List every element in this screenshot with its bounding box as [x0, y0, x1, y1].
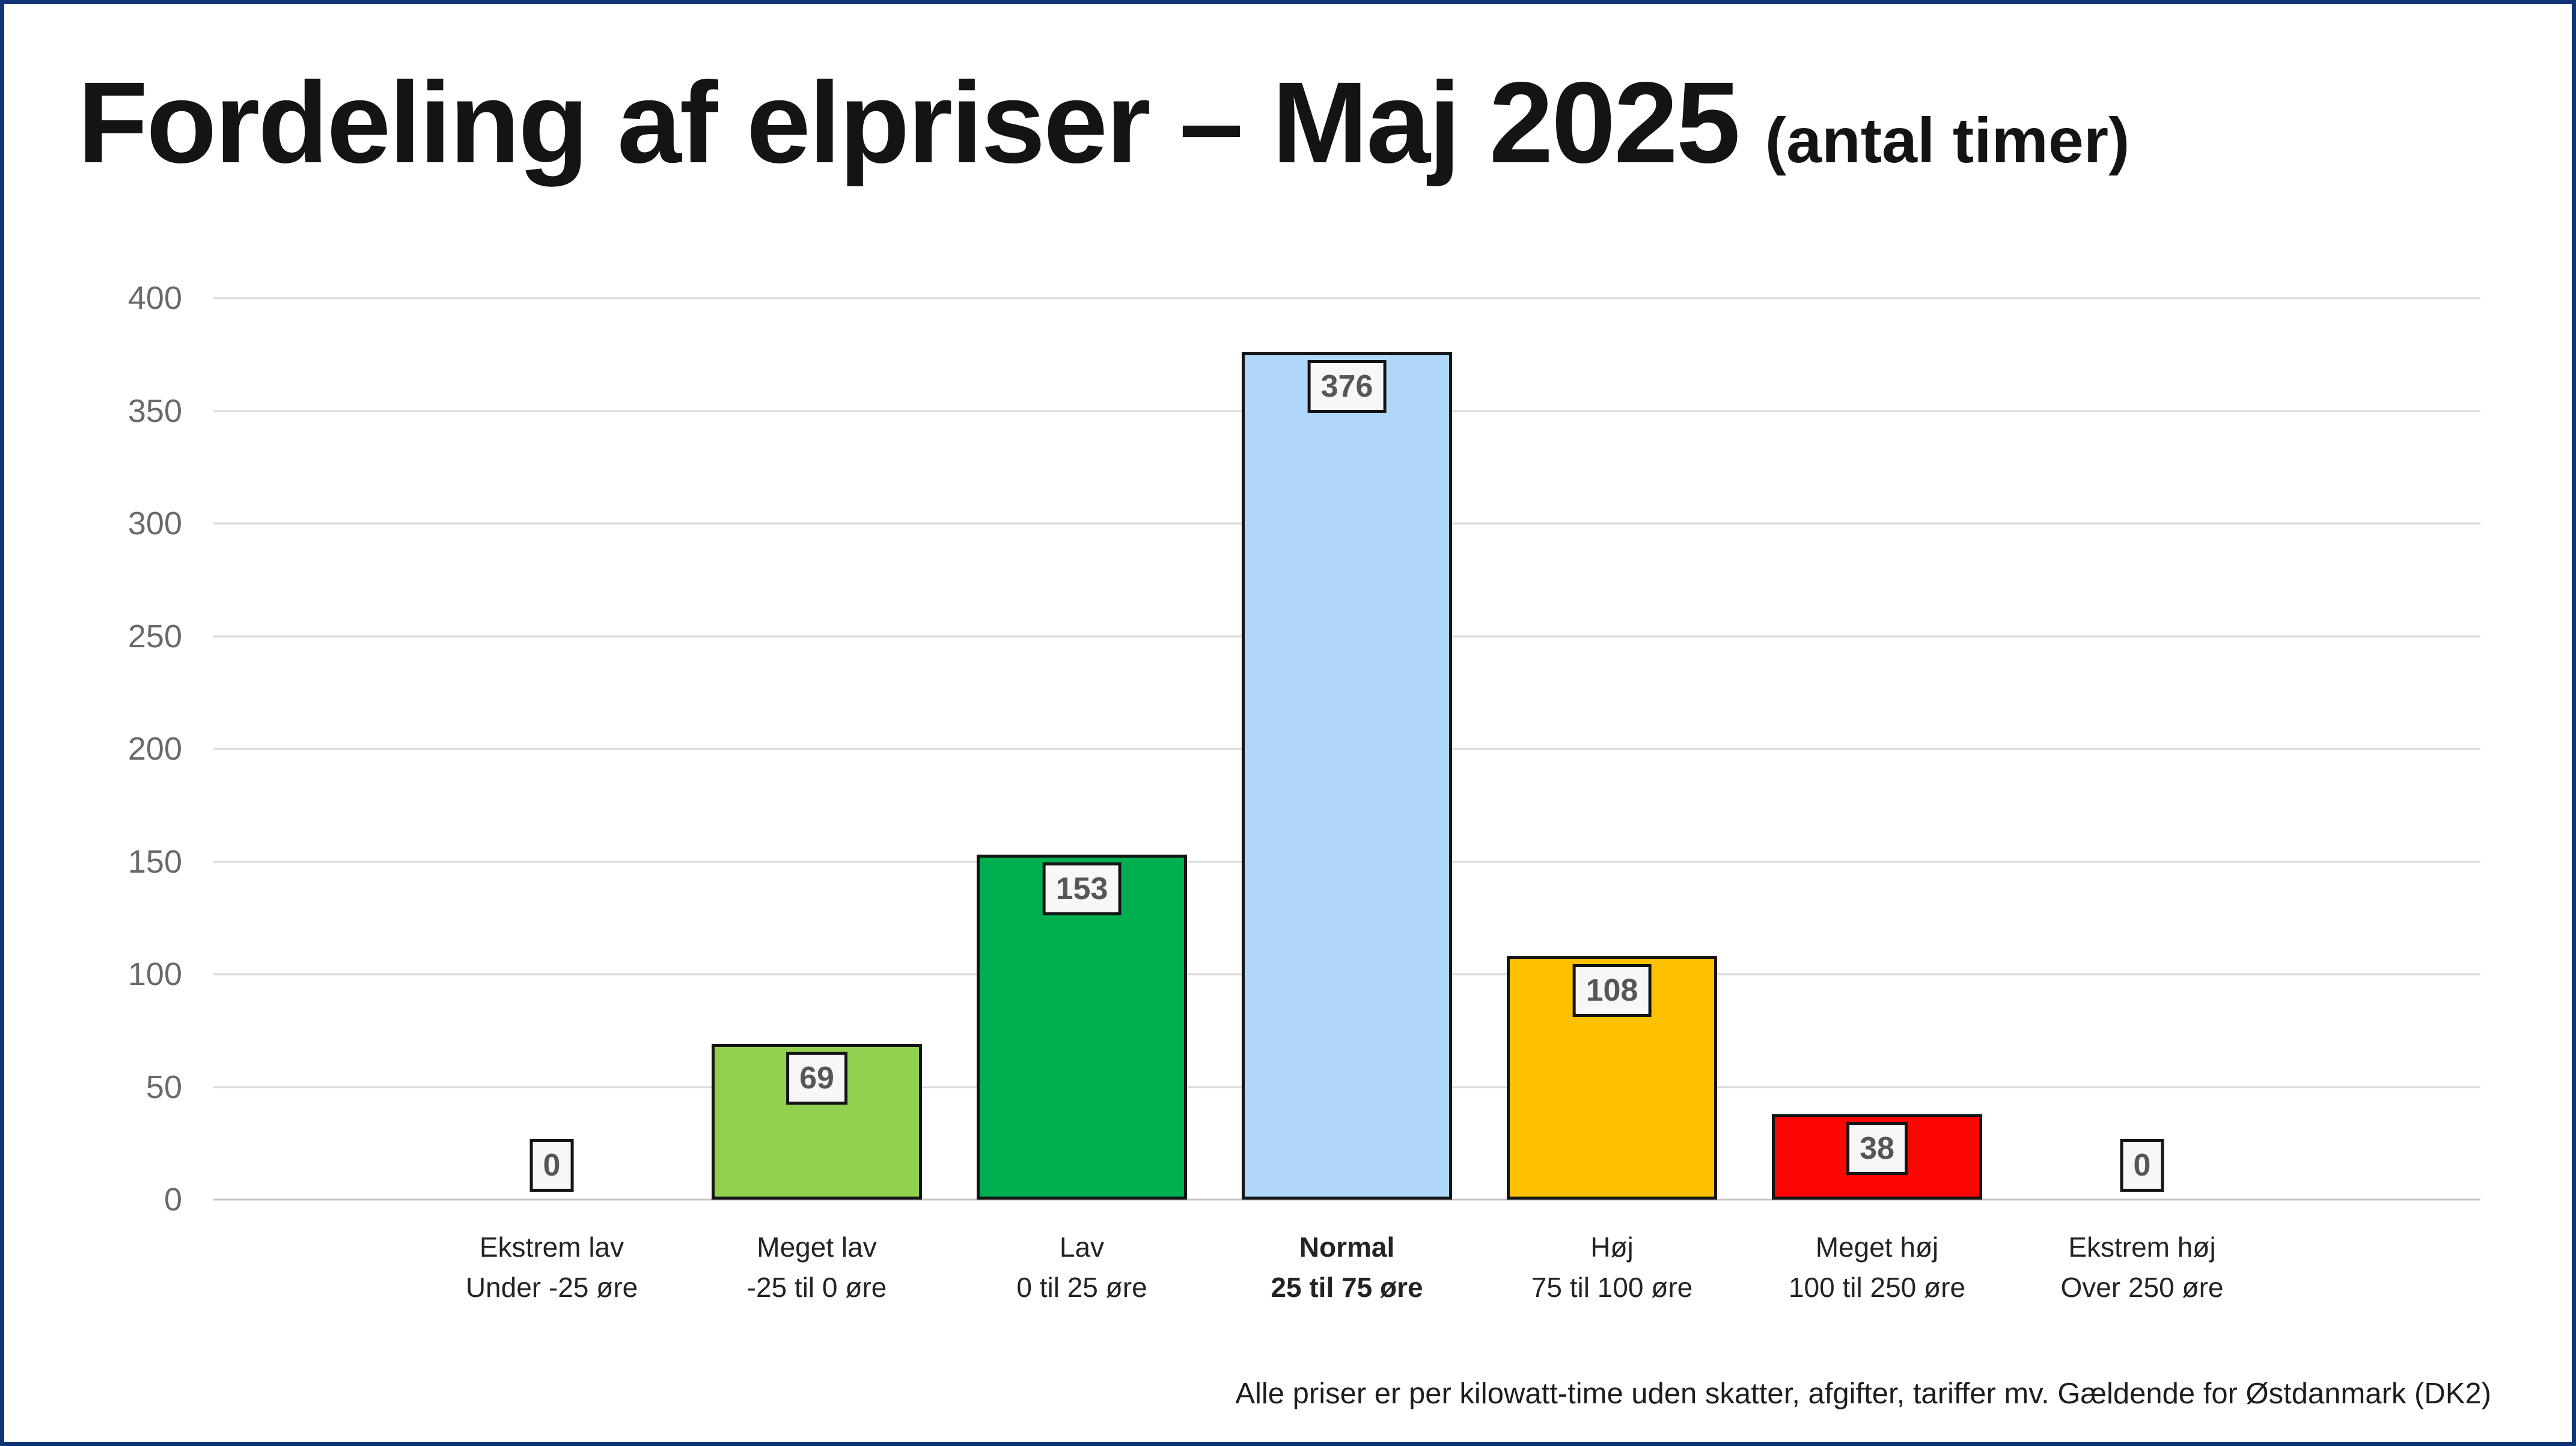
category-label: Ekstrem lav Under -25 øre [420, 1227, 685, 1307]
category-label: Normal 25 til 75 øre [1215, 1227, 1480, 1307]
bar-value-label: 0 [2120, 1138, 2164, 1192]
bar-value-label: 108 [1572, 964, 1652, 1017]
page-subtitle: (antal timer) [1765, 105, 2130, 176]
category-range: -25 til 0 øre [746, 1271, 887, 1303]
bar-column: 0 Ekstrem høj Over 250 øre [2010, 298, 2275, 1303]
bars-row: 0 Ekstrem lav Under -25 øre 69 Meget lav -25 … [213, 298, 2480, 1303]
y-tick-label: 300 [127, 505, 182, 541]
bar-column: 38 Meget høj 100 til 250 øre [1745, 298, 2010, 1303]
bar-column: 153 Lav 0 til 25 øre [950, 298, 1215, 1303]
gridline [213, 1198, 2480, 1201]
bar-column: 376 Normal 25 til 75 øre [1215, 298, 1480, 1303]
category-name: Normal [1299, 1231, 1395, 1263]
category-name: Høj [1590, 1231, 1634, 1263]
gridline [213, 297, 2480, 299]
bar-value-label: 153 [1042, 862, 1122, 916]
y-tick-label: 250 [127, 618, 182, 654]
y-tick-label: 100 [127, 956, 182, 992]
category-range: 25 til 75 øre [1271, 1271, 1423, 1303]
y-tick-label: 150 [127, 843, 182, 880]
category-name: Ekstrem høj [2068, 1231, 2216, 1263]
plot-area: 400 350 300 250 200 150 100 50 0 0 Ekstrem lav Unde… [128, 280, 2480, 1303]
bar-value-label: 0 [530, 1138, 574, 1192]
y-tick-label: 350 [127, 392, 182, 429]
category-range: 100 til 250 øre [1788, 1271, 1966, 1303]
bar-value-label: 376 [1307, 360, 1387, 413]
category-label: Ekstrem høj Over 250 øre [2010, 1227, 2275, 1307]
category-name: Ekstrem lav [479, 1231, 624, 1263]
bar-column: 69 Meget lav -25 til 0 øre [685, 298, 950, 1303]
category-name: Meget lav [757, 1231, 877, 1263]
category-range: Under -25 øre [465, 1271, 638, 1303]
page-title: Fordeling af elpriser – Maj 2025 [78, 58, 1741, 187]
footnote: Alle priser er per kilowatt-time uden sk… [1235, 1377, 2491, 1410]
category-range: 75 til 100 øre [1531, 1271, 1693, 1303]
bar-value-label: 38 [1846, 1121, 1908, 1175]
chart-title-row: Fordeling af elpriser – Maj 2025 (antal t… [78, 56, 2129, 189]
y-tick-label: 400 [127, 280, 182, 316]
y-tick-label: 200 [127, 731, 182, 767]
category-label: Meget lav -25 til 0 øre [685, 1227, 950, 1307]
bar-column: 0 Ekstrem lav Under -25 øre [420, 298, 685, 1303]
category-name: Lav [1059, 1231, 1105, 1263]
bar-column: 108 Høj 75 til 100 øre [1480, 298, 1745, 1303]
bar [1242, 352, 1452, 1200]
category-label: Høj 75 til 100 øre [1480, 1227, 1745, 1307]
category-label: Meget høj 100 til 250 øre [1745, 1227, 2010, 1307]
category-range: 0 til 25 øre [1016, 1271, 1147, 1303]
category-label: Lav 0 til 25 øre [950, 1227, 1215, 1307]
category-name: Meget høj [1815, 1231, 1939, 1263]
y-tick-label: 50 [145, 1069, 182, 1105]
bar-value-label: 69 [786, 1052, 847, 1105]
category-range: Over 250 øre [2060, 1271, 2224, 1303]
y-tick-label: 0 [163, 1182, 182, 1218]
